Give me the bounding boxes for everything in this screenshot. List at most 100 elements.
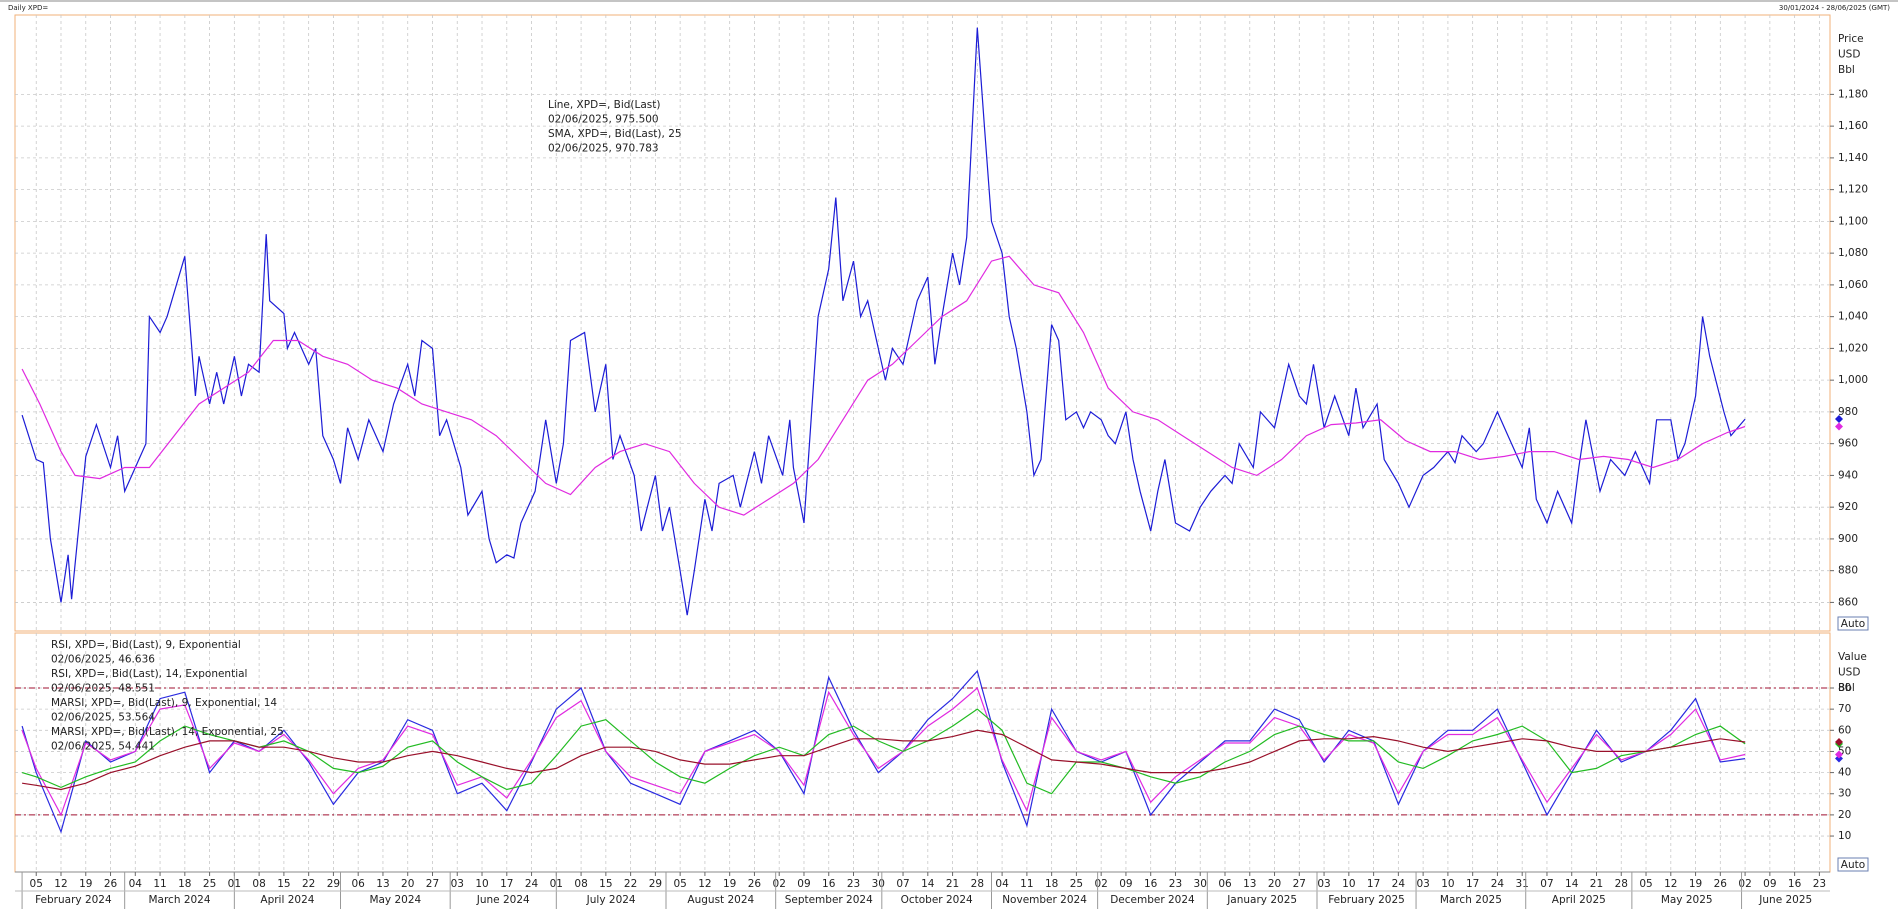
auto-button-box	[1837, 857, 1869, 872]
month-label: February 2024	[35, 894, 112, 906]
x-tick-label: 26	[748, 878, 762, 890]
x-tick-label: 12	[698, 878, 711, 890]
month-label: February 2025	[1328, 894, 1405, 906]
x-tick-label: 03	[451, 878, 464, 890]
x-tick-label: 07	[896, 878, 909, 890]
y-tick-label: 960	[1838, 438, 1858, 450]
x-tick-label: 20	[401, 878, 414, 890]
month-label: June 2024	[476, 894, 530, 906]
x-tick-label: 27	[426, 878, 439, 890]
legend-last-value: 02/06/2025, 53.564	[51, 712, 155, 724]
x-tick-label: 17	[500, 878, 513, 890]
y-tick-label: 80	[1838, 682, 1851, 694]
x-tick-label: 24	[525, 878, 539, 890]
auto-button[interactable]: Auto	[1841, 618, 1865, 630]
x-tick-label: 30	[872, 878, 885, 890]
x-tick-label: 06	[1218, 878, 1232, 890]
series-line	[22, 729, 1746, 791]
axis-unit-label: Bbl	[1838, 64, 1855, 76]
x-tick-label: 14	[921, 878, 935, 890]
axis-unit-label: USD	[1838, 49, 1860, 61]
x-tick-label: 08	[252, 878, 265, 890]
x-tick-label: 10	[475, 878, 488, 890]
x-tick-label: 23	[1813, 878, 1826, 890]
month-label: May 2024	[369, 894, 421, 906]
x-tick-label: 03	[1317, 878, 1330, 890]
y-tick-label: 1,040	[1838, 311, 1868, 323]
legend-last-value: 02/06/2025, 54.441	[51, 741, 155, 753]
y-tick-label: 980	[1838, 406, 1858, 418]
last-value-marker	[1835, 754, 1843, 763]
legend-last-value: 02/06/2025, 970.783	[548, 143, 659, 155]
x-tick-label: 16	[1144, 878, 1158, 890]
x-tick-label: 29	[327, 878, 340, 890]
y-tick-label: 1,100	[1838, 215, 1868, 227]
x-tick-label: 08	[574, 878, 587, 890]
x-tick-label: 22	[624, 878, 637, 890]
month-label: September 2024	[785, 894, 873, 906]
x-tick-label: 24	[1392, 878, 1406, 890]
x-tick-label: 06	[351, 878, 365, 890]
x-tick-label: 02	[1094, 878, 1107, 890]
x-tick-label: 31	[1516, 878, 1529, 890]
y-tick-label: 1,060	[1838, 279, 1868, 291]
x-tick-label: 05	[30, 878, 43, 890]
x-tick-label: 26	[1714, 878, 1728, 890]
legend-name: RSI, XPD=, Bid(Last), 14, Exponential	[51, 668, 247, 680]
x-tick-label: 14	[1565, 878, 1579, 890]
legend-last-value: 02/06/2025, 48.551	[51, 683, 155, 695]
header-right: 30/01/2024 - 28/06/2025 (GMT)	[1779, 4, 1890, 12]
x-tick-label: 19	[79, 878, 92, 890]
x-tick-label: 11	[153, 878, 166, 890]
y-tick-label: 1,020	[1838, 342, 1868, 354]
y-tick-label: 70	[1838, 703, 1851, 715]
x-tick-label: 13	[376, 878, 389, 890]
axis-unit-label: Value	[1838, 651, 1867, 663]
x-tick-label: 27	[1293, 878, 1306, 890]
x-tick-label: 25	[203, 878, 216, 890]
last-value-marker	[1835, 738, 1843, 747]
y-tick-label: 920	[1838, 501, 1858, 513]
x-tick-label: 04	[995, 878, 1009, 890]
x-tick-label: 24	[1491, 878, 1505, 890]
axis-unit-label: Price	[1838, 33, 1864, 45]
x-tick-label: 29	[649, 878, 662, 890]
last-value-marker	[1835, 750, 1843, 759]
x-tick-label: 21	[946, 878, 959, 890]
series-line	[21, 708, 1746, 795]
axis-unit-label: USD	[1838, 667, 1860, 679]
month-label: December 2024	[1110, 894, 1195, 906]
panel-background	[14, 632, 1831, 873]
month-label: June 2025	[1758, 894, 1812, 906]
x-tick-label: 15	[599, 878, 612, 890]
series-line	[21, 255, 1746, 516]
x-tick-label: 18	[178, 878, 191, 890]
last-value-marker	[1835, 415, 1843, 424]
x-tick-label: 25	[1070, 878, 1083, 890]
y-tick-label: 1,000	[1838, 374, 1868, 386]
x-tick-label: 16	[822, 878, 836, 890]
month-label: October 2024	[901, 894, 973, 906]
x-tick-label: 16	[1788, 878, 1802, 890]
y-tick-label: 880	[1838, 565, 1858, 577]
x-tick-label: 17	[1466, 878, 1479, 890]
legend-last-value: 02/06/2025, 975.500	[548, 114, 659, 126]
last-value-marker	[1835, 422, 1843, 431]
x-tick-label: 26	[104, 878, 118, 890]
x-tick-label: 10	[1342, 878, 1355, 890]
x-tick-label: 28	[1615, 878, 1628, 890]
x-tick-label: 17	[1367, 878, 1380, 890]
month-label: July 2024	[586, 894, 636, 906]
month-label: August 2024	[687, 894, 754, 906]
y-tick-label: 1,160	[1838, 120, 1868, 132]
x-tick-label: 04	[129, 878, 143, 890]
y-tick-label: 30	[1838, 788, 1851, 800]
series-line	[21, 686, 1746, 817]
x-tick-label: 05	[1639, 878, 1652, 890]
month-label: April 2024	[260, 894, 314, 906]
auto-button[interactable]: Auto	[1841, 859, 1865, 871]
x-tick-label: 02	[773, 878, 786, 890]
auto-button-box	[1837, 616, 1869, 631]
